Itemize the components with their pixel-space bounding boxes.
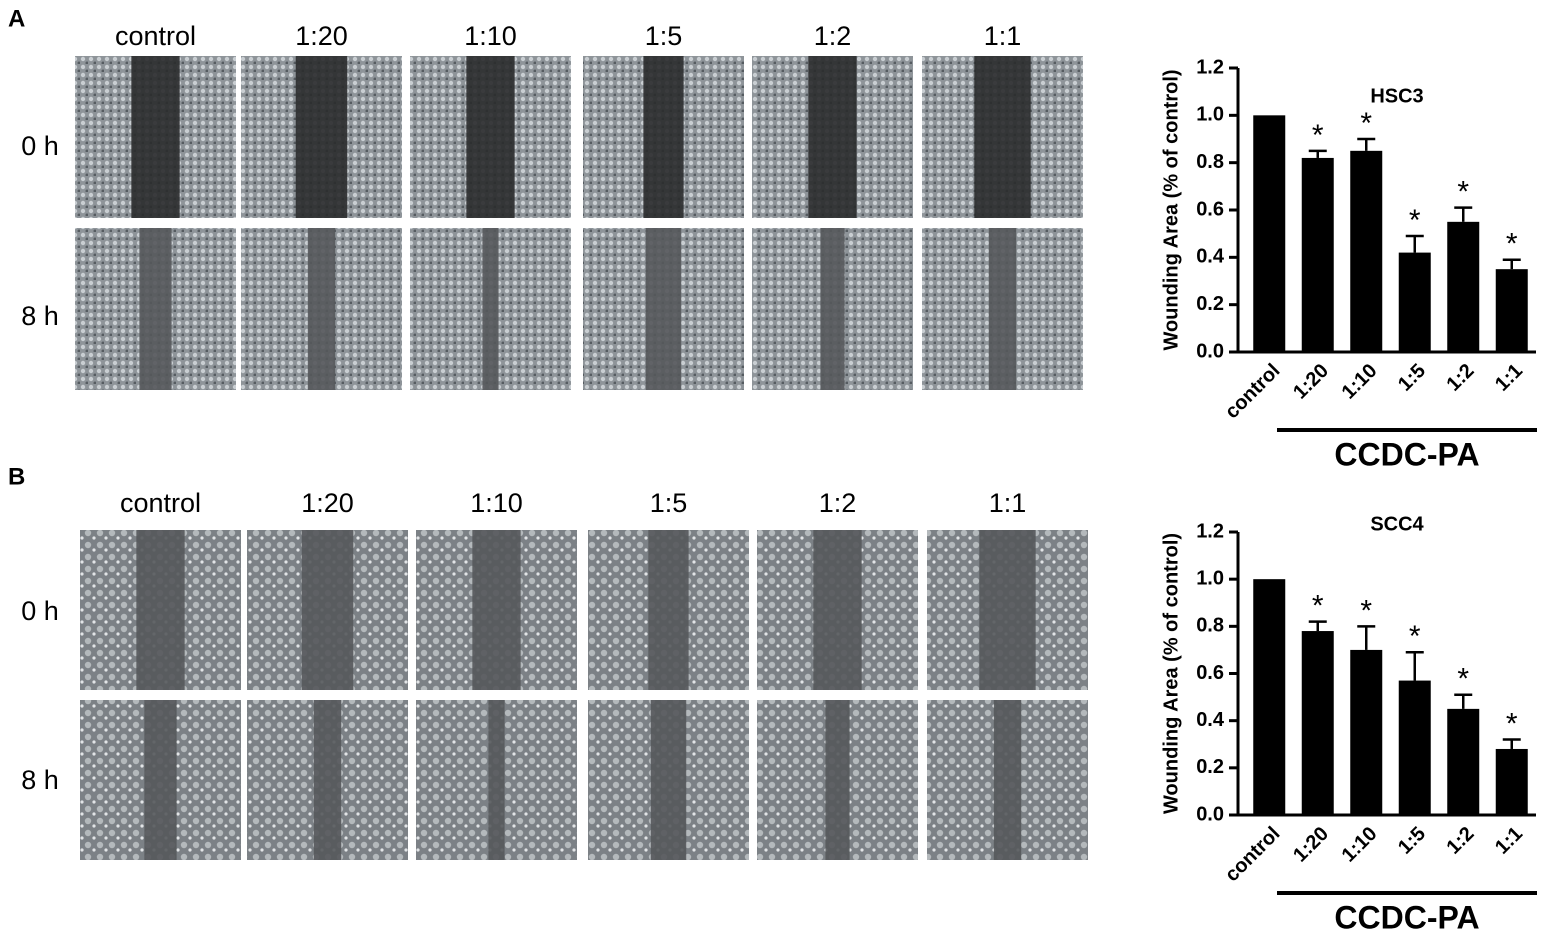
wound-gap <box>136 530 185 690</box>
y-axis-label: Wounding Area (% of control) <box>1160 533 1182 814</box>
wound-gap <box>988 228 1017 390</box>
wound-gap <box>825 700 850 860</box>
bar <box>1350 649 1383 815</box>
wound-gap <box>466 56 515 218</box>
group-label: CCDC-PA <box>1334 899 1479 935</box>
column-label: 1:1 <box>989 488 1027 518</box>
significance-mark: * <box>1457 663 1469 696</box>
row-label: 0 h <box>21 596 59 626</box>
bar <box>1301 631 1334 815</box>
wound-gap <box>131 56 180 218</box>
significance-mark: * <box>1360 107 1372 140</box>
y-tick-label: 0.8 <box>1196 151 1224 173</box>
wound-gap <box>645 228 682 390</box>
wound-gap <box>472 530 521 690</box>
wound-gap <box>813 530 862 690</box>
bar <box>1447 221 1480 352</box>
bar <box>1495 269 1528 352</box>
x-tick-label: 1:2 <box>1443 360 1479 396</box>
y-tick-label: 0.8 <box>1196 615 1224 637</box>
significance-mark: * <box>1312 119 1324 152</box>
column-label: 1:2 <box>819 488 857 518</box>
wound-gap <box>650 700 687 860</box>
column-label: 1:10 <box>470 488 523 518</box>
y-tick-label: 0.0 <box>1196 803 1224 825</box>
row-label: 8 h <box>21 765 59 795</box>
bar <box>1495 748 1528 815</box>
y-tick-label: 1.0 <box>1196 104 1224 126</box>
y-tick-label: 0.6 <box>1196 662 1224 684</box>
y-tick-label: 0.2 <box>1196 756 1224 778</box>
y-tick-label: 1.2 <box>1196 56 1224 78</box>
x-tick-label: 1:20 <box>1289 823 1333 867</box>
wound-gap <box>139 228 172 390</box>
panel-label: A <box>8 5 25 32</box>
micrographs <box>75 56 1088 860</box>
y-tick-label: 0.0 <box>1196 340 1224 362</box>
wound-gap <box>313 700 342 860</box>
y-tick-label: 0.4 <box>1196 246 1225 268</box>
wound-gap <box>643 56 684 218</box>
y-tick-label: 0.4 <box>1196 709 1225 731</box>
x-tick-label: 1:5 <box>1394 360 1430 396</box>
column-label: 1:10 <box>464 21 517 51</box>
wound-gap <box>993 700 1022 860</box>
panel-label: B <box>8 463 25 490</box>
column-label: control <box>115 21 196 51</box>
row-label: 0 h <box>21 131 59 161</box>
column-label: control <box>120 488 201 518</box>
x-tick-label: 1:1 <box>1491 360 1527 396</box>
column-label: 1:5 <box>650 488 688 518</box>
wound-gap <box>648 530 689 690</box>
column-label: 1:1 <box>984 21 1022 51</box>
wound-gap <box>482 228 499 390</box>
x-tick-label: control <box>1221 360 1284 423</box>
chart-title: SCC4 <box>1370 513 1424 535</box>
chart-title: HSC3 <box>1370 85 1423 107</box>
x-tick-label: 1:2 <box>1443 823 1479 859</box>
x-tick-label: 1:10 <box>1338 360 1382 404</box>
x-tick-label: 1:1 <box>1491 823 1527 859</box>
group-label: CCDC-PA <box>1334 436 1479 472</box>
x-tick-label: control <box>1221 823 1284 886</box>
bar <box>1253 579 1286 815</box>
bar <box>1398 252 1431 352</box>
bar <box>1398 680 1431 815</box>
wound-gap <box>488 700 505 860</box>
significance-mark: * <box>1506 228 1518 261</box>
bar <box>1447 708 1480 815</box>
wound-gap <box>295 56 348 218</box>
wound-gap <box>979 530 1036 690</box>
bar <box>1301 157 1334 352</box>
significance-mark: * <box>1409 620 1421 653</box>
significance-mark: * <box>1312 590 1324 623</box>
x-tick-label: 1:10 <box>1338 823 1382 867</box>
wound-gap <box>144 700 177 860</box>
column-label: 1:20 <box>295 21 348 51</box>
y-tick-label: 0.2 <box>1196 293 1224 315</box>
bar <box>1253 115 1286 352</box>
significance-mark: * <box>1457 176 1469 209</box>
x-tick-label: 1:5 <box>1394 823 1430 859</box>
significance-mark: * <box>1360 594 1372 627</box>
y-tick-label: 1.2 <box>1196 520 1224 542</box>
wound-gap <box>974 56 1031 218</box>
y-tick-label: 1.0 <box>1196 567 1224 589</box>
wound-gap <box>808 56 857 218</box>
x-tick-label: 1:20 <box>1289 360 1333 404</box>
significance-mark: * <box>1409 204 1421 237</box>
wound-gap <box>301 530 354 690</box>
y-tick-label: 0.6 <box>1196 198 1224 220</box>
row-label: 8 h <box>21 301 59 331</box>
significance-mark: * <box>1506 707 1518 740</box>
wound-gap <box>820 228 845 390</box>
wound-gap <box>307 228 336 390</box>
y-axis-label: Wounding Area (% of control) <box>1160 69 1182 350</box>
bar <box>1350 150 1383 352</box>
column-label: 1:2 <box>814 21 852 51</box>
column-label: 1:20 <box>301 488 354 518</box>
column-label: 1:5 <box>645 21 683 51</box>
